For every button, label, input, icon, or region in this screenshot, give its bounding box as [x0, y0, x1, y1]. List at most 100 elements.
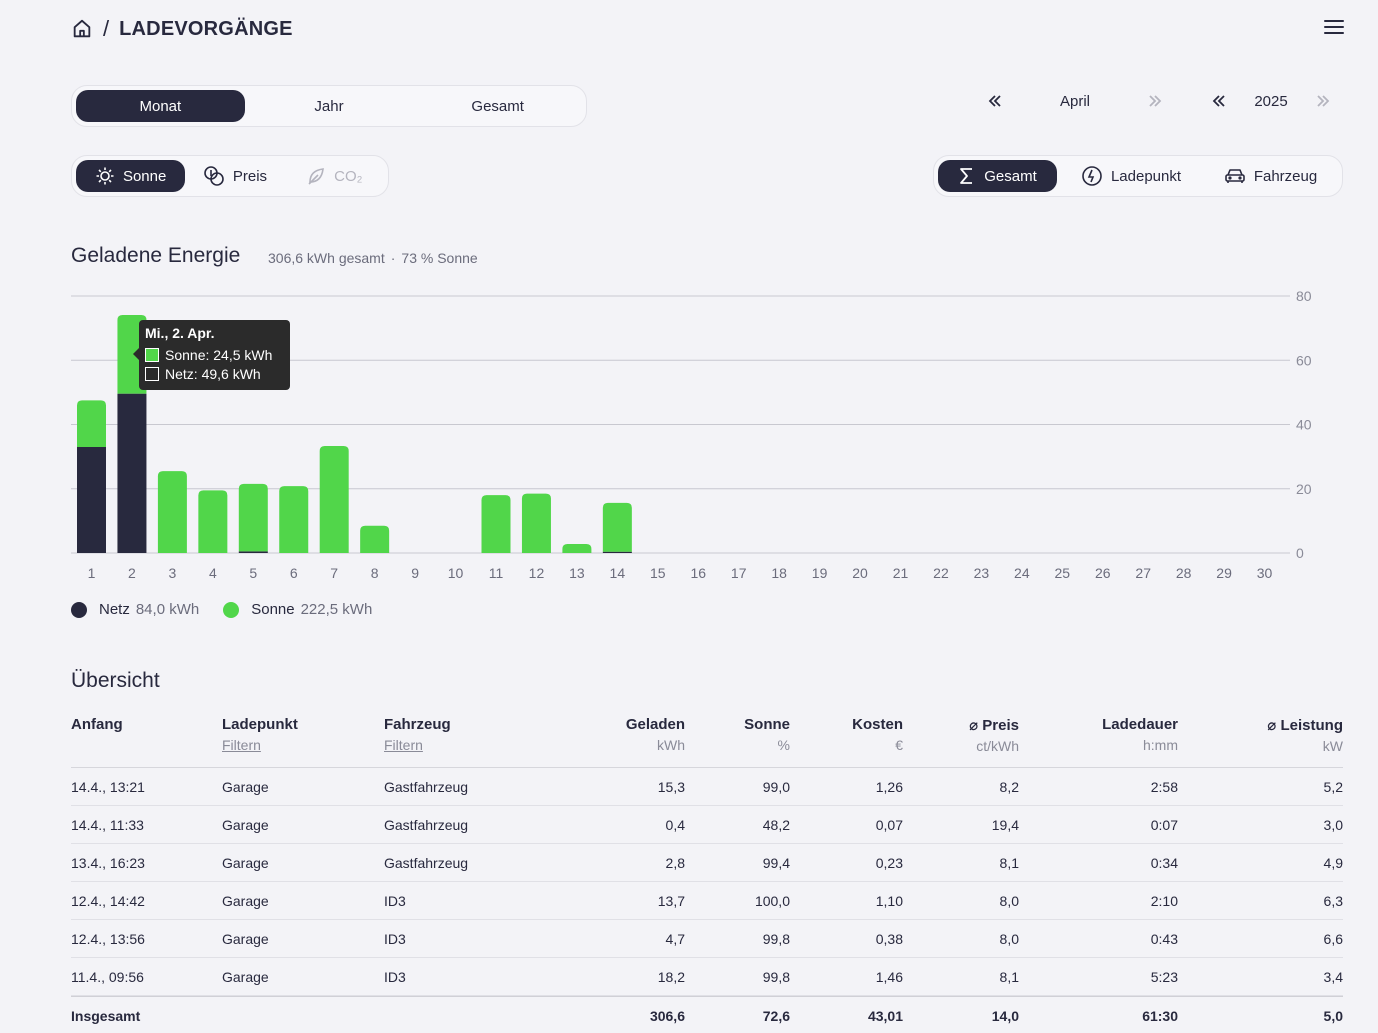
- next-month-button[interactable]: [1143, 89, 1167, 113]
- col-solar-unit: %: [777, 737, 790, 753]
- x-tick-label: 2: [128, 565, 136, 581]
- tab-vehicle[interactable]: Fahrzeug: [1205, 160, 1336, 192]
- sessions-table: Anfang Ladepunkt Filtern Fahrzeug Filtern …: [71, 716, 1343, 1033]
- cell-avg-power: 3,0: [1323, 816, 1343, 833]
- x-tick-label: 22: [933, 565, 949, 581]
- cell-solar: 99,8: [762, 968, 790, 985]
- x-tick-label: 19: [812, 565, 828, 581]
- tooltip-title: Mi., 2. Apr.: [145, 325, 215, 341]
- x-tick-label: 16: [690, 565, 706, 581]
- x-tick-label: 9: [411, 565, 419, 581]
- chart-solar-share: 73 % Sonne: [401, 250, 478, 266]
- col-start-label: Anfang: [71, 716, 123, 733]
- chart-total: 306,6 kWh gesamt: [268, 250, 385, 266]
- cell-avg-price: 8,1: [999, 854, 1019, 871]
- cell-duration: 61:30: [1142, 1007, 1178, 1024]
- x-tick-label: 7: [330, 565, 338, 581]
- cell-start: 13.4., 16:23: [71, 854, 145, 871]
- x-tick-label: 27: [1135, 565, 1151, 581]
- col-solar-label: Sonne: [744, 716, 790, 733]
- table-row[interactable]: 12.4., 13:56 Garage ID3 4,7 99,8 0,38 8,0 0:43 6…: [71, 920, 1343, 958]
- x-tick-label: 1: [88, 565, 96, 581]
- x-tick-label: 21: [893, 565, 909, 581]
- tab-year[interactable]: Jahr: [314, 97, 344, 115]
- tab-group-total[interactable]: Gesamt: [938, 160, 1057, 192]
- tab-co2-label: CO₂: [334, 167, 363, 185]
- tab-vehicle-label: Fahrzeug: [1253, 167, 1318, 185]
- x-tick-label: 3: [169, 565, 177, 581]
- cell-start: 12.4., 13:56: [71, 930, 145, 947]
- breadcrumb-separator: /: [103, 16, 110, 41]
- bar-solar: [238, 483, 268, 552]
- cell-avg-power: 3,4: [1323, 968, 1343, 985]
- legend-grid-label: Netz: [99, 601, 130, 618]
- table-row[interactable]: 14.4., 13:21 Garage Gastfahrzeug 15,3 99,0 1,…: [71, 768, 1343, 806]
- tooltip-solar-swatch: [145, 347, 159, 362]
- cell-charger: Garage: [222, 854, 269, 871]
- bar-solar: [602, 502, 632, 552]
- cell-cost: 0,07: [875, 816, 903, 833]
- bar-solar: [279, 486, 309, 553]
- menu-icon[interactable]: [1324, 20, 1344, 36]
- x-tick-label: 4: [209, 565, 217, 581]
- tab-solar[interactable]: Sonne: [76, 160, 186, 192]
- tab-charger[interactable]: Ladepunkt: [1057, 160, 1205, 192]
- filter-charger-link[interactable]: Filtern: [222, 737, 261, 753]
- tab-month[interactable]: Monat: [76, 90, 245, 122]
- cell-avg-power: 5,0: [1323, 1007, 1343, 1024]
- next-year-button[interactable]: [1311, 89, 1335, 113]
- col-cost-label: Kosten: [852, 716, 903, 733]
- x-tick-label: 14: [610, 565, 626, 581]
- cell-solar: 99,4: [762, 854, 790, 871]
- cell-duration: 5:23: [1150, 968, 1178, 985]
- energy-chart: 020406080kWh1234567891011121314151617181…: [71, 288, 1312, 581]
- tab-price-label: Preis: [232, 167, 268, 185]
- table-total-row[interactable]: Insgesamt 306,6 72,6 43,01 14,0 61:30 5,0: [71, 996, 1343, 1033]
- bar-solar: [198, 490, 228, 553]
- cell-vehicle: ID3: [384, 968, 406, 985]
- tab-solar-label: Sonne: [122, 167, 167, 185]
- bar-grid: [238, 551, 268, 553]
- home-icon[interactable]: [71, 18, 93, 40]
- cell-charged: 4,7: [665, 930, 685, 947]
- table-row[interactable]: 14.4., 11:33 Garage Gastfahrzeug 0,4 48,2 0,0…: [71, 806, 1343, 844]
- cell-vehicle: ID3: [384, 930, 406, 947]
- cell-avg-price: 8,2: [999, 778, 1019, 795]
- bar-solar: [360, 525, 390, 553]
- bar-grid: [77, 446, 106, 553]
- col-avg-price: ⌀ Preis ct/kWh: [903, 716, 1019, 767]
- tooltip-grid-row: Netz: 49,6 kWh: [145, 364, 284, 383]
- chevron-double-right-icon: [1149, 95, 1162, 107]
- table-row[interactable]: 11.4., 09:56 Garage ID3 18,2 99,8 1,46 8,1 5:23…: [71, 958, 1343, 996]
- filter-vehicle-link[interactable]: Filtern: [384, 737, 423, 753]
- legend-grid[interactable]: Netz 84,0 kWh: [71, 601, 199, 618]
- prev-month-button[interactable]: [983, 89, 1007, 113]
- col-charged: Geladen kWh: [544, 716, 685, 767]
- prev-year-button[interactable]: [1207, 89, 1231, 113]
- cell-start: Insgesamt: [71, 1007, 141, 1024]
- legend-solar[interactable]: Sonne 222,5 kWh: [223, 601, 372, 618]
- y-tick-label: 60: [1296, 352, 1312, 368]
- table-row[interactable]: 12.4., 14:42 Garage ID3 13,7 100,0 1,10 8,0 2:1…: [71, 882, 1343, 920]
- tooltip-grid-swatch: [145, 366, 159, 381]
- x-tick-label: 12: [529, 565, 545, 581]
- cell-solar: 48,2: [762, 816, 790, 833]
- cell-cost: 0,23: [875, 854, 903, 871]
- car-icon: [1225, 169, 1245, 183]
- tab-price[interactable]: Preis: [185, 160, 284, 192]
- x-tick-label: 24: [1014, 565, 1030, 581]
- tooltip-solar-row: Sonne: 24,5 kWh: [145, 345, 284, 364]
- tab-total[interactable]: Gesamt: [471, 97, 524, 115]
- cell-vehicle: Gastfahrzeug: [384, 816, 469, 833]
- cell-charged: 2,8: [665, 854, 685, 871]
- cell-charger: Garage: [222, 930, 269, 947]
- tab-co2[interactable]: CO₂: [285, 160, 384, 192]
- table-row[interactable]: 13.4., 16:23 Garage Gastfahrzeug 2,8 99,4 0,2…: [71, 844, 1343, 882]
- legend-solar-label: Sonne: [251, 601, 295, 618]
- tooltip-solar-value: Sonne: 24,5 kWh: [165, 346, 273, 363]
- cell-avg-price: 19,4: [991, 816, 1019, 833]
- x-tick-label: 26: [1095, 565, 1111, 581]
- cell-duration: 2:10: [1150, 892, 1178, 909]
- cell-solar: 72,6: [762, 1007, 790, 1024]
- col-cost: Kosten €: [790, 716, 903, 767]
